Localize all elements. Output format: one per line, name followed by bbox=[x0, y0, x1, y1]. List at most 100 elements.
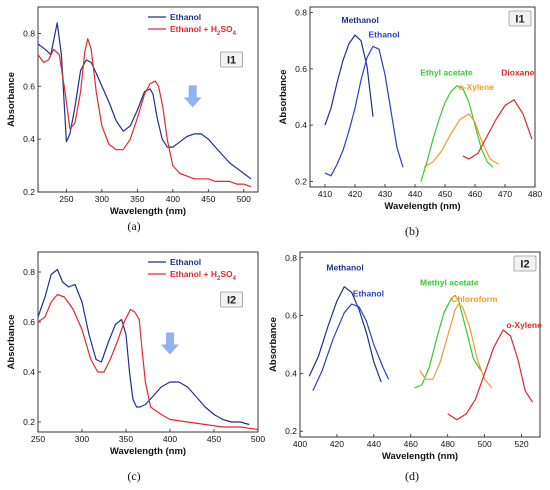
x-tick-label: 460 bbox=[404, 439, 418, 449]
series-line-ethanol-h-so bbox=[37, 293, 259, 431]
series-line-ethanol-h-so bbox=[37, 38, 252, 188]
y-tick-label: 0.4 bbox=[23, 367, 35, 377]
y-tick-label: 0.8 bbox=[285, 253, 297, 263]
compound-tag: I1 bbox=[227, 55, 236, 67]
y-tick-label: 0.4 bbox=[295, 120, 307, 130]
y-axis-label: Absorbance bbox=[6, 315, 17, 370]
x-axis-label: Wavelength (nm) bbox=[382, 451, 458, 462]
down-arrow-icon bbox=[183, 85, 202, 108]
x-tick-label: 470 bbox=[498, 189, 512, 199]
series-line-ethanol bbox=[37, 268, 250, 426]
x-tick-label: 400 bbox=[293, 439, 307, 449]
x-tick-label: 460 bbox=[468, 189, 482, 199]
legend-text-part: SO bbox=[220, 24, 233, 34]
plot-frame bbox=[309, 6, 536, 188]
x-tick-label: 250 bbox=[59, 194, 73, 204]
panel-sublabel: (b) bbox=[405, 224, 419, 238]
legend-label-ethanol-h2so4: Ethanol + H2SO4 bbox=[170, 269, 237, 282]
x-tick-label: 250 bbox=[31, 434, 45, 444]
x-tick-label: 300 bbox=[75, 434, 89, 444]
y-tick-label: 0.2 bbox=[23, 417, 35, 427]
series-line-methyl-acetate bbox=[414, 294, 482, 389]
compound-tag: I2 bbox=[520, 259, 529, 271]
y-axis-label: Absorbance bbox=[278, 70, 289, 125]
y-tick-label: 0.2 bbox=[285, 426, 297, 436]
x-tick-label: 450 bbox=[438, 189, 452, 199]
series-annotation-methanol: Methanol bbox=[326, 263, 363, 273]
panel-sublabel: (a) bbox=[127, 219, 140, 233]
series-line-methanol bbox=[308, 286, 382, 383]
x-tick-label: 400 bbox=[163, 434, 177, 444]
legend-label-ethanol: Ethanol bbox=[170, 12, 201, 22]
series-annotation-ethanol: Ethanol bbox=[353, 288, 384, 298]
x-tick-label: 420 bbox=[348, 189, 362, 199]
x-tick-label: 500 bbox=[478, 439, 492, 449]
down-arrow-icon bbox=[161, 332, 179, 355]
x-axis-label: Wavelength (nm) bbox=[110, 446, 186, 457]
y-tick-label: 0.4 bbox=[23, 134, 35, 144]
x-tick-label: 400 bbox=[166, 194, 180, 204]
chart-panel-a: 250 300 350 400 450 500 0.2 0.4 0.6 0.8 Wavelength… bbox=[6, 6, 259, 233]
x-axis-label: Wavelength (nm) bbox=[384, 201, 460, 212]
y-tick-label: 0.6 bbox=[23, 81, 35, 91]
legend-subscript: 4 bbox=[233, 276, 237, 282]
compound-tag-box bbox=[220, 51, 244, 68]
series-annotation-o-xylene: o-Xylene bbox=[459, 82, 495, 92]
x-tick-label: 410 bbox=[318, 189, 332, 199]
legend-subscript: 2 bbox=[217, 276, 221, 282]
x-tick-label: 480 bbox=[441, 439, 455, 449]
series-annotation-chloroform: Chloroform bbox=[451, 294, 498, 304]
chart-panel-b: 410 420 430 440 450 460 470 480 0.2 0.4 0.6 0.8 Wave… bbox=[278, 6, 542, 238]
compound-tag: I1 bbox=[515, 14, 524, 26]
x-tick-label: 420 bbox=[330, 439, 344, 449]
panel-sublabel: (c) bbox=[127, 469, 140, 483]
y-tick-label: 0.8 bbox=[23, 267, 35, 277]
y-tick-label: 0.4 bbox=[285, 368, 297, 378]
series-line-ethanol bbox=[37, 22, 252, 180]
series-line-ethyl-acetate bbox=[420, 85, 494, 182]
series-line-ethanol bbox=[312, 303, 390, 392]
compound-tag-box bbox=[508, 10, 532, 27]
series-line-o-xylene bbox=[447, 329, 534, 421]
x-tick-label: 300 bbox=[95, 194, 109, 204]
series-line-o-xylene bbox=[423, 113, 500, 168]
chart-panel-c: 250 300 350 400 450 500 0.2 0.4 0.6 0.8 Wavelength… bbox=[6, 251, 265, 483]
y-tick-label: 0.2 bbox=[23, 187, 35, 197]
compound-tag: I2 bbox=[227, 295, 236, 307]
x-tick-label: 450 bbox=[201, 194, 215, 204]
y-tick-label: 0.6 bbox=[23, 317, 35, 327]
legend-text-part: SO bbox=[220, 269, 233, 279]
series-line-methanol bbox=[324, 34, 374, 126]
series-annotation-dioxane: Dioxane bbox=[501, 67, 534, 77]
y-axis-label: Absorbance bbox=[6, 72, 17, 127]
series-line-dioxane bbox=[462, 99, 533, 160]
x-tick-label: 440 bbox=[367, 439, 381, 449]
x-tick-label: 440 bbox=[408, 189, 422, 199]
y-tick-label: 0.6 bbox=[295, 64, 307, 74]
y-tick-label: 0.8 bbox=[295, 8, 307, 18]
plot-frame bbox=[299, 251, 541, 438]
x-tick-label: 500 bbox=[237, 194, 251, 204]
y-tick-label: 0.2 bbox=[295, 176, 307, 186]
chart-panel-d: 400 420 440 460 480 500 520 0.2 0.4 0.6 0.8 Wavelen… bbox=[268, 251, 542, 483]
x-tick-label: 350 bbox=[130, 194, 144, 204]
x-tick-label: 450 bbox=[207, 434, 221, 444]
series-annotation-methanol: Methanol bbox=[342, 15, 379, 25]
series-annotation-methyl-acetate: Methyl acetate bbox=[420, 277, 479, 287]
plot-frame bbox=[37, 6, 259, 193]
legend-subscript: 2 bbox=[217, 31, 221, 37]
legend-label-ethanol-h2so4: Ethanol + H2SO4 bbox=[170, 24, 237, 37]
x-tick-label: 430 bbox=[378, 189, 392, 199]
series-annotation-ethanol: Ethanol bbox=[369, 30, 400, 40]
y-tick-label: 0.6 bbox=[285, 311, 297, 321]
x-tick-label: 350 bbox=[119, 434, 133, 444]
legend-label-ethanol: Ethanol bbox=[170, 257, 201, 267]
legend-subscript: 4 bbox=[233, 31, 237, 37]
legend-text-part: Ethanol + H bbox=[170, 24, 217, 34]
panel-sublabel: (d) bbox=[405, 469, 419, 483]
series-line-ethanol bbox=[324, 45, 404, 177]
x-tick-label: 520 bbox=[514, 439, 528, 449]
compound-tag-box bbox=[513, 255, 537, 272]
y-axis-label: Absorbance bbox=[268, 317, 279, 372]
